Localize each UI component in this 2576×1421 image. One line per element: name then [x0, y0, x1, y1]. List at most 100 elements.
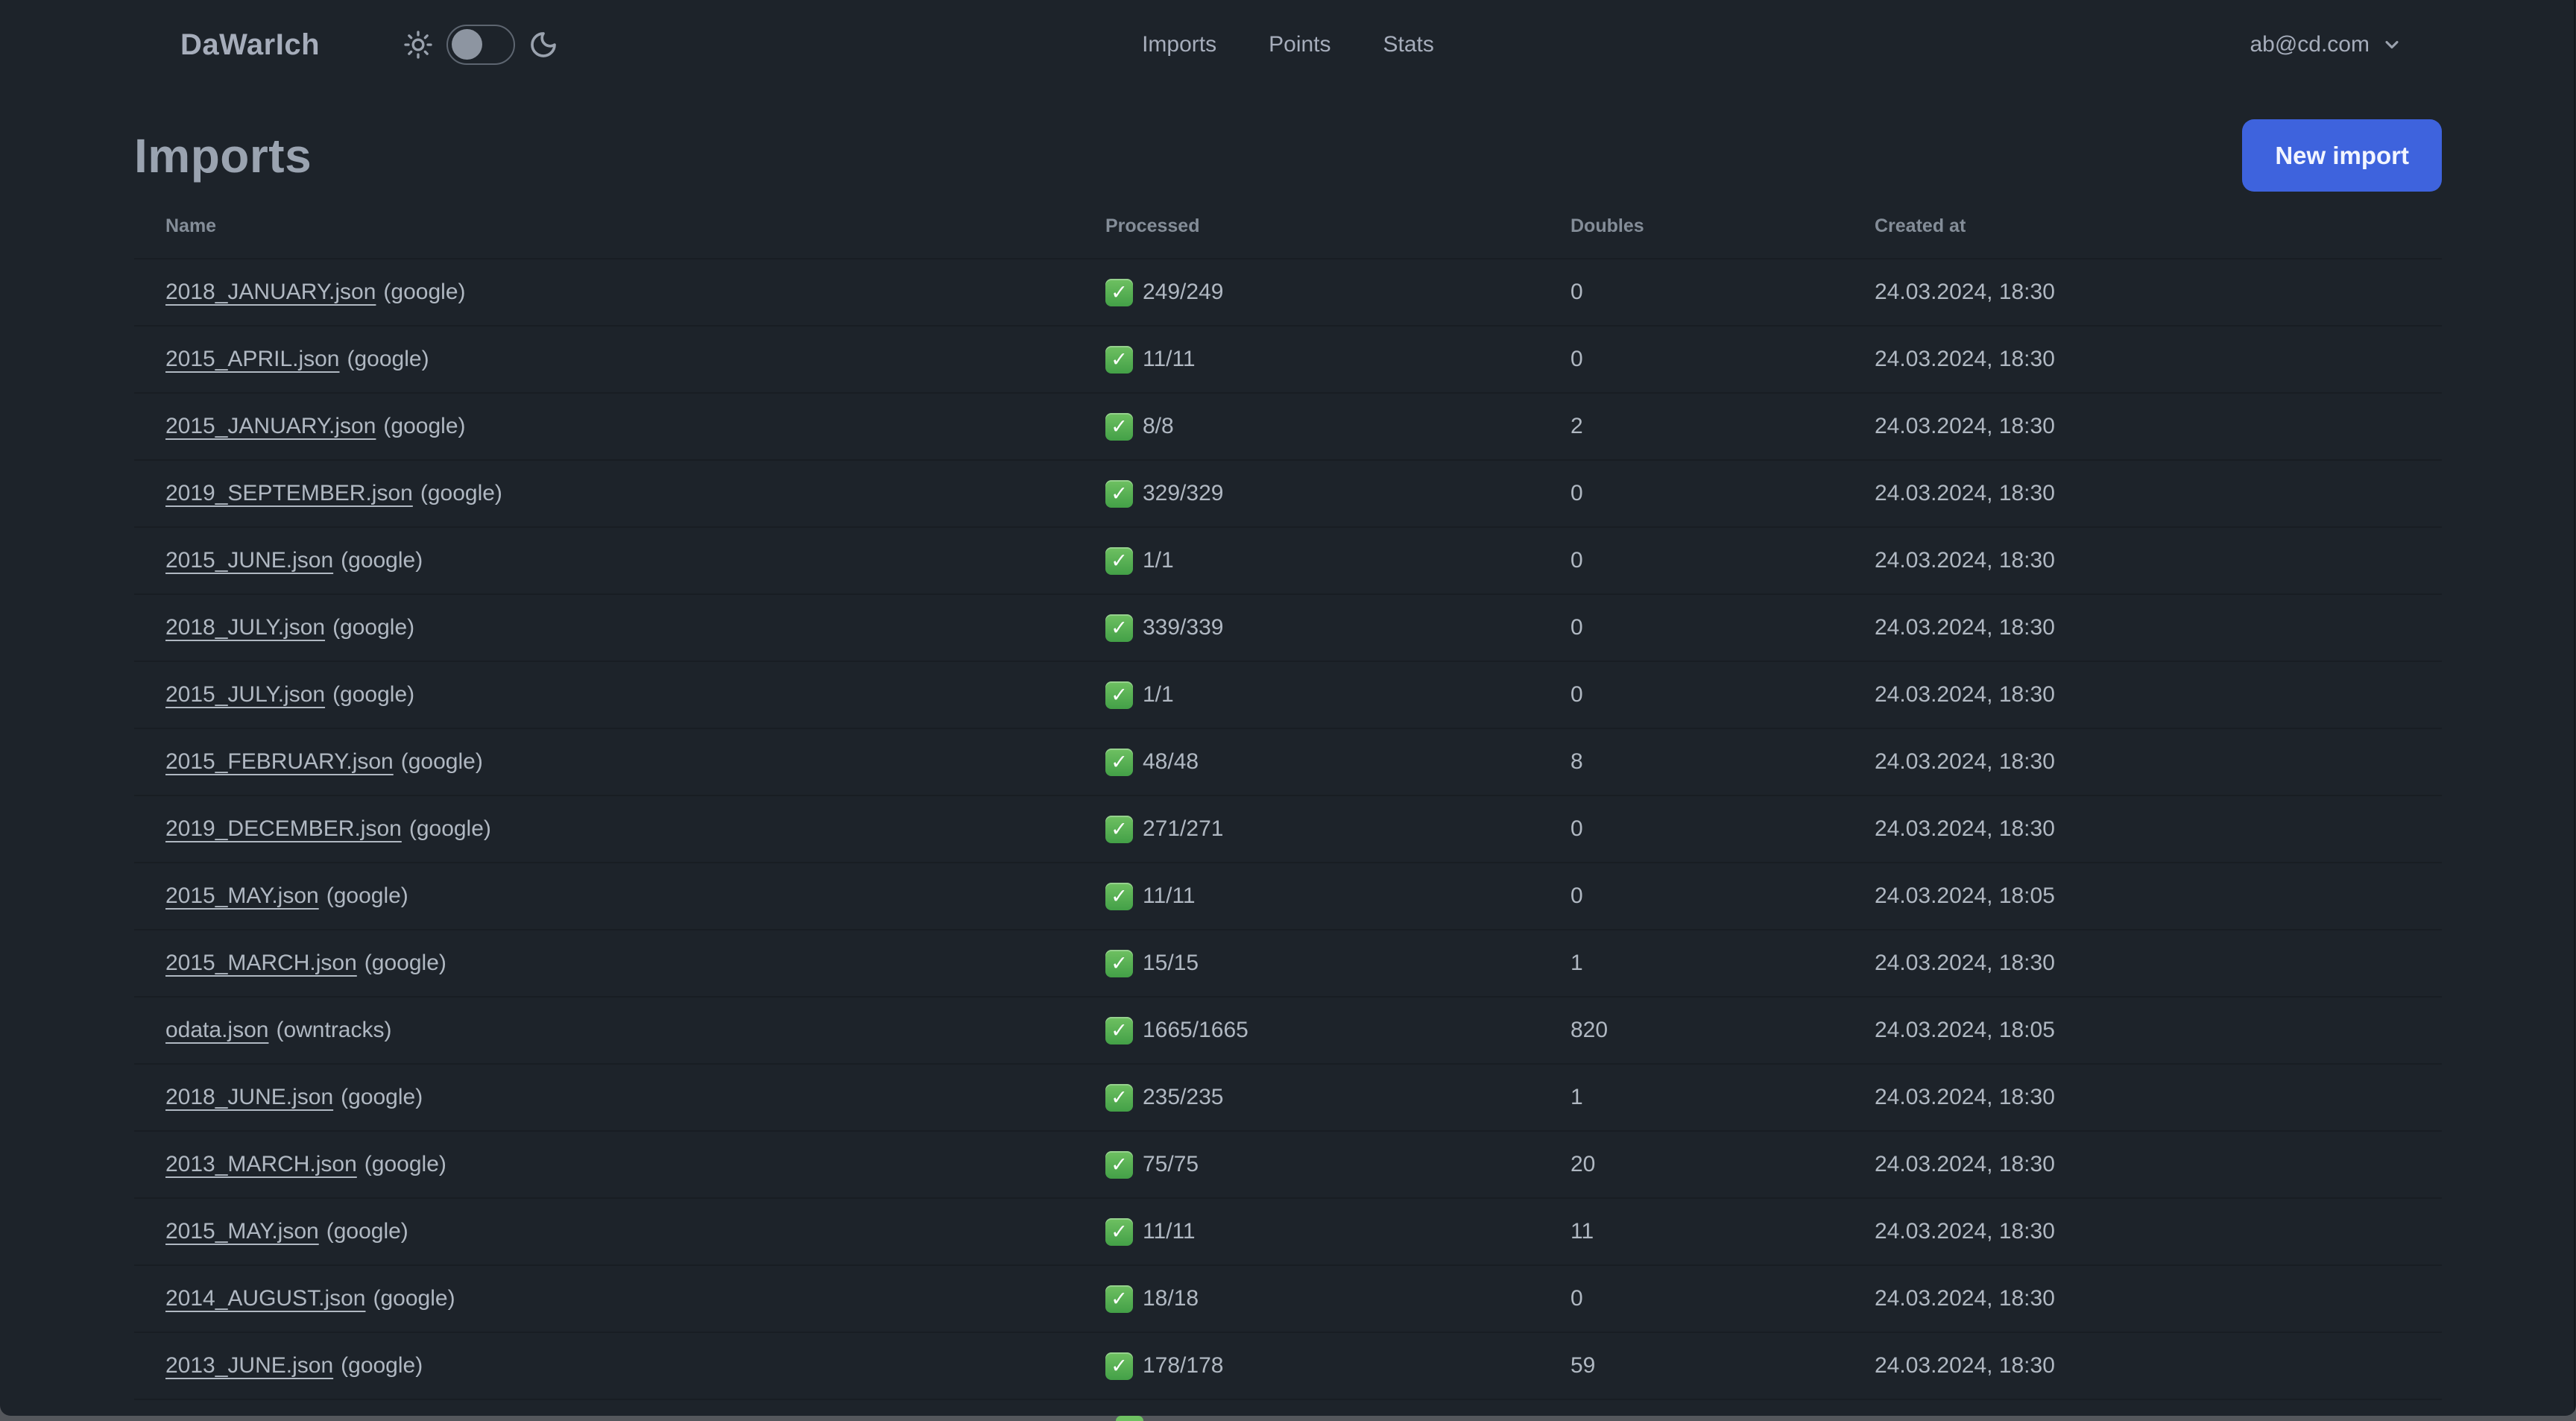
processed-cell: 178/178: [1074, 1332, 1539, 1399]
import-file-link[interactable]: 2015_MAY.json: [165, 1219, 319, 1244]
check-icon: [1105, 949, 1133, 977]
import-file-link[interactable]: 2015_APRIL.json: [165, 347, 340, 371]
navbar: DaWarIch Imports P: [0, 0, 2576, 89]
check-icon: [1105, 614, 1133, 642]
check-icon: [1105, 882, 1133, 910]
doubles-cell: 11: [1570, 1219, 1594, 1244]
import-source-label: (google): [341, 1353, 423, 1378]
import-source-label: (google): [332, 682, 415, 707]
created-at-cell: 24.03.2024, 18:30: [1875, 682, 2055, 707]
table-header: Name Processed Doubles Created at: [134, 199, 2442, 259]
doubles-cell: 820: [1570, 1018, 1609, 1042]
nav-link-imports[interactable]: Imports: [1142, 32, 1217, 57]
processed-count: 18/18: [1143, 1286, 1199, 1311]
user-menu[interactable]: ab@cd.com: [2250, 0, 2402, 89]
import-source-label: (owntracks): [276, 1018, 392, 1042]
import-file-link[interactable]: 2018_JUNE.json: [165, 1085, 334, 1109]
header-created-at: Created at: [1843, 199, 2442, 259]
import-file-link[interactable]: 2013_MARCH.json: [165, 1152, 357, 1176]
created-at-cell: 24.03.2024, 18:30: [1875, 280, 2055, 304]
import-name-cell: 2018_JULY.json (google): [134, 594, 1074, 661]
chevron-down-icon: [2381, 34, 2402, 55]
table-row: 2019_DECEMBER.json(google) 271/271 0 24.…: [134, 795, 2442, 863]
import-file-link[interactable]: 2015_MAY.json: [165, 883, 319, 908]
table-row: 2013_MARCH.json (google) 75/75 20 24.03.2…: [134, 1131, 2442, 1198]
check-icon: [1105, 1352, 1133, 1380]
new-import-button[interactable]: New import: [2242, 119, 2442, 192]
nav-link-points[interactable]: Points: [1269, 32, 1331, 57]
import-file-link[interactable]: 2015_JUNE.json: [165, 548, 334, 573]
theme-toggle-knob: [452, 29, 483, 60]
created-at-cell: 24.03.2024, 18:30: [1875, 548, 2055, 573]
processed-cell: 249/249: [1074, 259, 1539, 326]
import-file-link[interactable]: 2018_JANUARY.json: [165, 280, 376, 304]
table-row: 2015_JANUARY.json (google) 8/8 2 24.03.20…: [134, 393, 2442, 460]
import-file-link[interactable]: 2015_FEBRUARY.json: [165, 749, 394, 774]
import-source-label: (google): [383, 414, 466, 438]
header-name: Name: [134, 199, 1074, 259]
doubles-cell: 2: [1570, 414, 1583, 438]
table-row: 2015_FEBRUARY.json(google) 48/48 8 24.03…: [134, 728, 2442, 795]
table-row: 2015_MARCH.json (google) 15/15 1 24.03.20…: [134, 930, 2442, 997]
processed-count: 11/11: [1143, 347, 1196, 371]
user-email: ab@cd.com: [2250, 32, 2370, 57]
processed-cell: 1/1: [1074, 661, 1539, 728]
processed-cell: 15/15: [1074, 930, 1539, 997]
import-source-label: (google): [341, 1085, 423, 1109]
import-name-cell: odata.json (owntracks): [134, 997, 1074, 1064]
import-source-label: (google): [408, 816, 491, 841]
processed-count: 271/271: [1143, 816, 1224, 841]
doubles-cell: 0: [1570, 481, 1583, 505]
table-row: 2013_JUNE.json (google) 178/178 59 24.03.…: [134, 1332, 2442, 1399]
table-row: 2015_MAY.json (google) 11/11 11 24.03.202…: [134, 1198, 2442, 1265]
processed-cell: 11/11: [1074, 326, 1539, 393]
import-file-link[interactable]: 2014_AUGUST.json: [165, 1286, 366, 1311]
import-file-link[interactable]: 2015_JANUARY.json: [165, 414, 376, 438]
processed-cell: 271/271: [1074, 795, 1539, 863]
import-file-link[interactable]: 2018_JULY.json: [165, 615, 326, 640]
processed-count: 15/15: [1143, 951, 1199, 975]
table-row: odata.json (owntracks) 1665/1665 820 24.0…: [134, 997, 2442, 1064]
created-at-cell: 24.03.2024, 18:30: [1875, 1286, 2055, 1311]
created-at-cell: 24.03.2024, 18:30: [1875, 1219, 2055, 1244]
processed-cell: 8/8: [1074, 393, 1539, 460]
doubles-cell: 8: [1570, 749, 1583, 774]
check-icon: [1105, 546, 1133, 575]
check-icon: [1105, 278, 1133, 306]
nav-link-stats[interactable]: Stats: [1383, 32, 1434, 57]
theme-toggle[interactable]: [446, 25, 516, 65]
table-row: 2019_SEPTEMBER.json (google) 329/329 0 24…: [134, 460, 2442, 527]
import-name-cell: 2015_MARCH.json (google): [134, 930, 1074, 997]
import-file-link[interactable]: 2015_JULY.json: [165, 682, 326, 707]
doubles-cell: 59: [1570, 1353, 1596, 1378]
created-at-cell: 24.03.2024, 18:05: [1875, 1018, 2055, 1042]
import-source-label: (google): [420, 481, 502, 505]
theme-toggle-group: [403, 25, 558, 65]
created-at-cell: 24.03.2024, 18:30: [1875, 1353, 2055, 1378]
import-source-label: (google): [373, 1286, 455, 1311]
page-head: Imports New import: [134, 119, 2442, 192]
processed-count: 249/249: [1143, 280, 1224, 304]
doubles-cell: 0: [1570, 615, 1583, 640]
import-file-link[interactable]: odata.json: [165, 1018, 269, 1042]
import-source-label: (google): [341, 548, 423, 573]
processed-count: 11/11: [1143, 883, 1196, 908]
doubles-cell: 0: [1570, 1286, 1583, 1311]
nav-links: Imports Points Stats: [1142, 0, 1434, 89]
import-name-cell: 2014_AUGUST.json (google): [134, 1265, 1074, 1332]
import-name-cell: 2015_MAY.json (google): [134, 863, 1074, 930]
processed-cell: 11/11: [1074, 1198, 1539, 1265]
import-file-link[interactable]: 2019_SEPTEMBER.json: [165, 481, 413, 505]
created-at-cell: 24.03.2024, 18:30: [1875, 615, 2055, 640]
import-file-link[interactable]: 2019_DECEMBER.json: [165, 816, 402, 841]
processed-count: 339/339: [1143, 615, 1224, 640]
import-source-label: (google): [364, 1152, 446, 1176]
created-at-cell: 24.03.2024, 18:30: [1875, 816, 2055, 841]
import-file-link[interactable]: 2015_MARCH.json: [165, 951, 357, 975]
table-row: 2015_JUNE.json (google) 1/1 0 24.03.2024,…: [134, 527, 2442, 594]
created-at-cell: 24.03.2024, 18:30: [1875, 414, 2055, 438]
created-at-cell: 24.03.2024, 18:30: [1875, 951, 2055, 975]
header-processed: Processed: [1074, 199, 1539, 259]
import-file-link[interactable]: 2013_JUNE.json: [165, 1353, 334, 1378]
